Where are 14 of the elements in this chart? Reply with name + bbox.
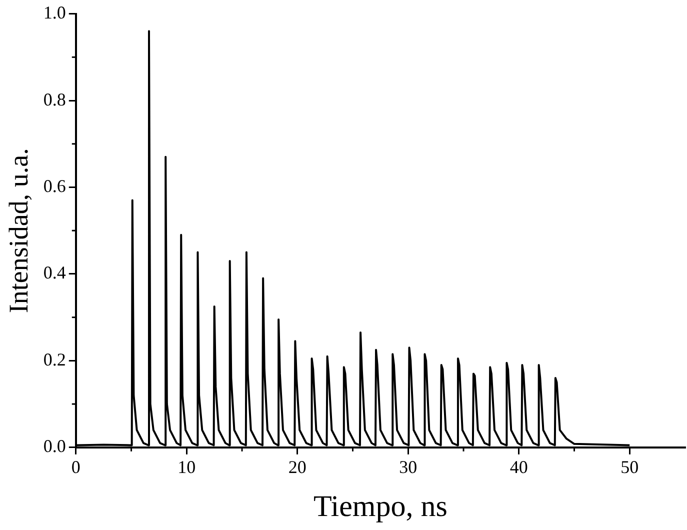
x-tick-label: 30	[399, 456, 418, 477]
y-tick-label: 0.2	[43, 349, 66, 370]
x-tick-label: 0	[71, 456, 80, 477]
y-tick-label: 0.0	[43, 436, 66, 456]
y-tick-label: 0.6	[43, 176, 66, 196]
y-tick-label: 0.4	[43, 262, 66, 283]
x-axis-title: Tiempo, ns	[313, 490, 448, 523]
x-tick-label: 10	[178, 456, 196, 477]
x-tick-label: 20	[288, 456, 306, 477]
y-tick-label: 1.0	[43, 2, 66, 23]
x-tick-label: 40	[510, 456, 528, 477]
x-tick-label: 50	[620, 456, 639, 477]
y-axis-title: Intensidad, u.a.	[3, 148, 34, 314]
y-tick-label: 0.8	[43, 89, 66, 110]
